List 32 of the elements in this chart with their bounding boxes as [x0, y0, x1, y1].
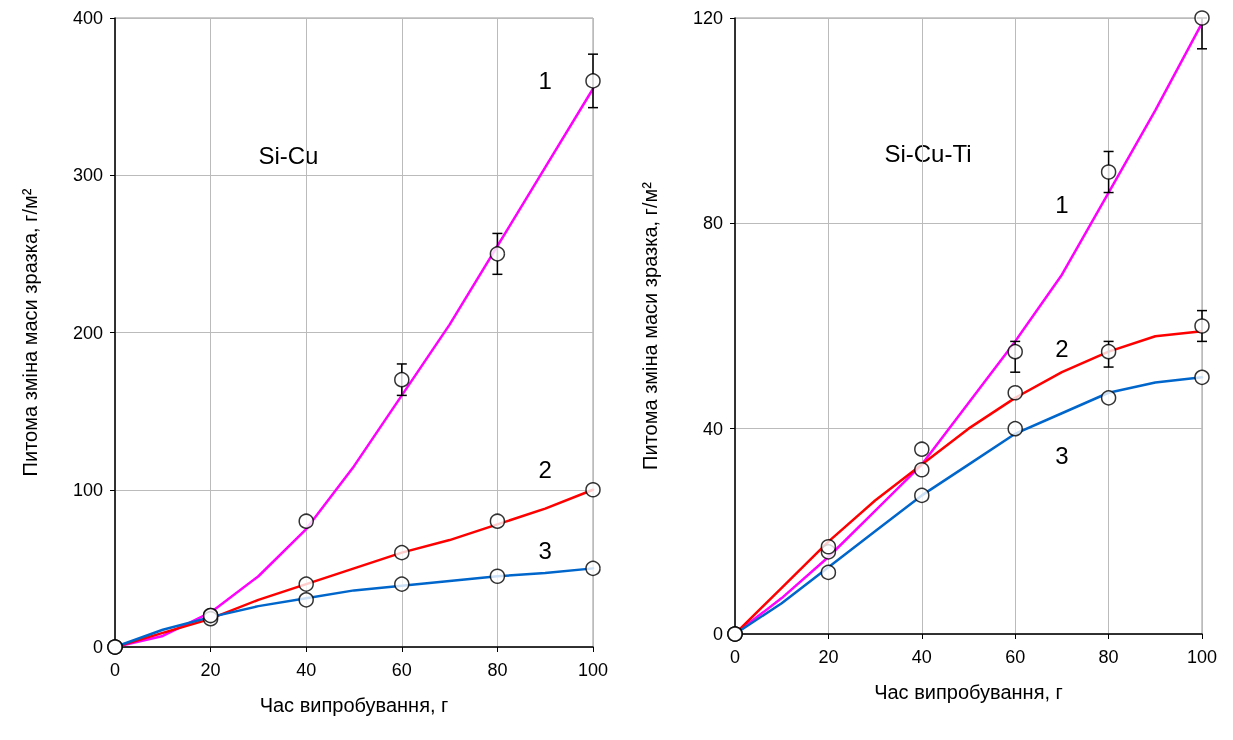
x-tick-label: 0: [109, 660, 121, 680]
x-tick-label: 40: [911, 647, 932, 667]
y-axis-title: Питома зміна маси зразка, г/м²: [19, 188, 41, 477]
y-tick-label: 300: [72, 165, 103, 186]
x-tick-label: 40: [296, 660, 317, 680]
y-tick-label: 40: [702, 418, 723, 439]
y-tick-label: 80: [702, 213, 723, 234]
x-tick-label: 80: [487, 660, 508, 680]
series-label: 3: [1055, 441, 1069, 469]
series-label: 1: [538, 66, 552, 94]
x-tick-label: 80: [1098, 647, 1119, 667]
y-tick-label: 0: [712, 624, 723, 644]
series-label: 2: [538, 456, 552, 484]
series-label: 2: [1055, 334, 1069, 362]
x-tick-label: 100: [1186, 647, 1218, 667]
x-tick-label: 20: [818, 647, 839, 667]
x-tick-label: 60: [391, 660, 412, 680]
x-tick-label: 0: [729, 647, 741, 667]
x-tick-label: 100: [577, 660, 609, 680]
annotation: Si-Cu: [258, 142, 319, 170]
series-label: 3: [538, 536, 552, 564]
x-tick-label: 20: [200, 660, 221, 680]
y-tick-label: 100: [72, 479, 103, 500]
y-tick-label: 200: [72, 322, 103, 343]
x-axis-title: Час випробування, г: [259, 694, 449, 716]
x-tick-label: 60: [1005, 647, 1026, 667]
annotation: Si-Cu-Ti: [884, 139, 972, 167]
y-tick-label: 120: [692, 8, 723, 28]
series-label: 1: [1055, 191, 1069, 219]
y-axis-title: Питома зміна маси зразка, г/м²: [639, 181, 661, 470]
y-tick-label: 400: [72, 8, 103, 28]
x-axis-title: Час випробування, г: [874, 681, 1063, 703]
